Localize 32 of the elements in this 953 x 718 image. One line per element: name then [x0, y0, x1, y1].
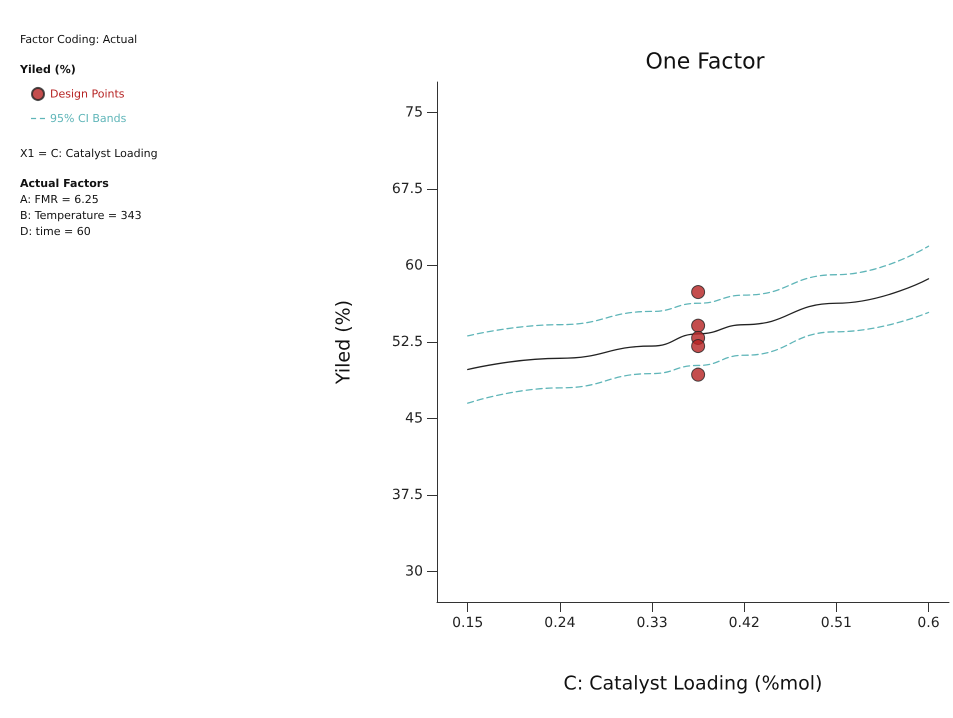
text: X1 = C: Catalyst Loading — [20, 147, 158, 160]
line-series — [467, 246, 930, 337]
text: B: Temperature = 343 — [20, 209, 142, 222]
legend-label: Design Points — [50, 88, 125, 100]
y-tick-label: 67.5 — [392, 181, 423, 198]
y-tick-label: 60 — [405, 258, 423, 274]
text: Factor Coding: Actual — [20, 33, 138, 46]
point — [691, 339, 706, 354]
y-tick-label: 75 — [405, 104, 423, 121]
line-series — [467, 278, 930, 370]
y-tick-label: 37.5 — [392, 486, 423, 503]
x-tick-label: 0.33 — [636, 615, 668, 631]
point — [691, 285, 706, 300]
text: A: FMR = 6.25 — [20, 193, 99, 206]
legend-label: 95% CI Bands — [50, 112, 127, 125]
line-series — [467, 312, 930, 404]
y-tick-label: 30 — [405, 563, 423, 580]
x-axis-title: C: Catalyst Loading (%mol) — [564, 672, 822, 694]
x-tick-label: 0.42 — [728, 615, 760, 631]
text: Actual Factors — [20, 177, 110, 190]
x-tick-label: 0.6 — [917, 615, 940, 631]
chart-title: One Factor — [645, 50, 766, 74]
legend-title: Yiled (%) — [19, 63, 76, 76]
x-tick-label: 0.24 — [544, 615, 576, 631]
text: D: time = 60 — [20, 225, 91, 238]
x-tick-label: 0.15 — [452, 615, 484, 631]
y-axis-title: Yiled (%) — [332, 300, 354, 386]
y-tick-label: 45 — [405, 410, 423, 426]
point — [691, 318, 706, 333]
point — [691, 368, 706, 382]
x-tick-label: 0.51 — [820, 615, 852, 631]
y-tick-label: 52.5 — [392, 334, 423, 350]
